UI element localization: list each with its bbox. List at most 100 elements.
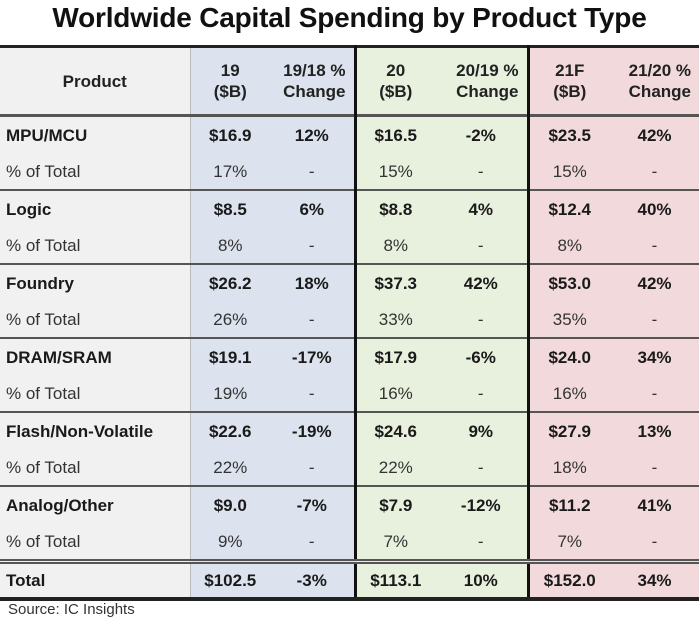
share-20: 22%: [353, 450, 435, 486]
value-21f: $12.4: [526, 190, 610, 228]
share-19: 9%: [189, 524, 270, 562]
table-row-total: Total $102.5 -3% $113.1 10% $152.0 34%: [0, 561, 699, 599]
header-row: Product 19 ($B) 19/18 % Change 20 ($B) 2…: [0, 46, 699, 116]
change-21-20: 42%: [610, 115, 699, 154]
value-19: $8.5: [189, 190, 270, 228]
share-19-dash: -: [270, 524, 355, 562]
header-19-18-change: 19/18 % Change: [270, 46, 355, 116]
change-19-18: -17%: [270, 338, 355, 376]
header-21-20-line1: 21/20 %: [628, 61, 691, 80]
share-21f: 15%: [526, 154, 610, 190]
header-20-line1: 20: [386, 61, 406, 80]
change-21-20: 40%: [610, 190, 699, 228]
table-row-product: Foundry $26.2 18% $37.3 42% $53.0 42%: [0, 264, 699, 302]
share-21-dash: -: [610, 376, 699, 412]
share-19-dash: -: [270, 450, 355, 486]
table-row-product: DRAM/SRAM $19.1 -17% $17.9 -6% $24.0 34%: [0, 338, 699, 376]
product-name: Analog/Other: [0, 486, 190, 524]
header-19-18-line2: Change: [283, 82, 346, 101]
share-19-dash: -: [270, 376, 355, 412]
change-20-19: 42%: [435, 264, 528, 302]
share-20: 8%: [353, 228, 435, 264]
share-19: 22%: [189, 450, 270, 486]
share-20: 7%: [353, 524, 435, 562]
product-name: MPU/MCU: [0, 115, 190, 154]
share-label: % of Total: [0, 228, 190, 264]
share-label: % of Total: [0, 524, 190, 562]
source-note: Source: IC Insights: [8, 601, 135, 618]
product-name: Flash/Non-Volatile: [0, 412, 190, 450]
total-20: $113.1: [353, 561, 435, 599]
value-20: $37.3: [353, 264, 435, 302]
share-21f: 16%: [526, 376, 610, 412]
header-20-line2: ($B): [379, 82, 413, 101]
value-19: $16.9: [189, 115, 270, 154]
page-title: Worldwide Capital Spending by Product Ty…: [52, 2, 647, 33]
share-label: % of Total: [0, 450, 190, 486]
value-19: $26.2: [189, 264, 270, 302]
header-product: Product: [0, 46, 190, 116]
value-20: $8.8: [353, 190, 435, 228]
share-21f: 7%: [526, 524, 610, 562]
header-19: 19 ($B): [189, 46, 270, 116]
value-19: $9.0: [189, 486, 270, 524]
table-row-product: Logic $8.5 6% $8.8 4% $12.4 40%: [0, 190, 699, 228]
product-name: Logic: [0, 190, 190, 228]
header-20-19-change: 20/19 % Change: [435, 46, 528, 116]
product-name: Foundry: [0, 264, 190, 302]
change-19-18: -19%: [270, 412, 355, 450]
table-row-product: MPU/MCU $16.9 12% $16.5 -2% $23.5 42%: [0, 115, 699, 154]
header-20-19-line2: Change: [456, 82, 519, 101]
share-19: 26%: [189, 302, 270, 338]
change-21-20: 41%: [610, 486, 699, 524]
total-21f: $152.0: [526, 561, 610, 599]
share-21f: 35%: [526, 302, 610, 338]
value-19: $19.1: [189, 338, 270, 376]
value-21f: $11.2: [526, 486, 610, 524]
share-20-dash: -: [435, 228, 528, 264]
total-change-19-18: -3%: [270, 561, 355, 599]
change-20-19: 4%: [435, 190, 528, 228]
header-21f-line2: ($B): [553, 82, 587, 101]
share-20-dash: -: [435, 450, 528, 486]
table-row-share: % of Total 26% -33% -35% -: [0, 302, 699, 338]
value-19: $22.6: [189, 412, 270, 450]
change-19-18: 6%: [270, 190, 355, 228]
header-21-20-line2: Change: [628, 82, 691, 101]
header-20: 20 ($B): [353, 46, 435, 116]
share-19-dash: -: [270, 154, 355, 190]
share-20: 16%: [353, 376, 435, 412]
share-21-dash: -: [610, 524, 699, 562]
share-label: % of Total: [0, 302, 190, 338]
table-row-product: Flash/Non-Volatile $22.6 -19% $24.6 9% $27.9 1…: [0, 412, 699, 450]
share-label: % of Total: [0, 376, 190, 412]
share-20: 33%: [353, 302, 435, 338]
change-21-20: 42%: [610, 264, 699, 302]
share-19: 17%: [189, 154, 270, 190]
value-20: $7.9: [353, 486, 435, 524]
table-row-share: % of Total 19% -16% -16% -: [0, 376, 699, 412]
total-change-20-19: 10%: [435, 561, 528, 599]
total-change-21-20: 34%: [610, 561, 699, 599]
change-20-19: 9%: [435, 412, 528, 450]
share-21-dash: -: [610, 154, 699, 190]
share-20: 15%: [353, 154, 435, 190]
share-19-dash: -: [270, 302, 355, 338]
change-19-18: 12%: [270, 115, 355, 154]
share-21-dash: -: [610, 302, 699, 338]
value-21f: $27.9: [526, 412, 610, 450]
change-21-20: 34%: [610, 338, 699, 376]
share-21f: 8%: [526, 228, 610, 264]
share-20-dash: -: [435, 376, 528, 412]
value-20: $17.9: [353, 338, 435, 376]
share-19: 19%: [189, 376, 270, 412]
change-20-19: -2%: [435, 115, 528, 154]
header-21-20-change: 21/20 % Change: [610, 46, 699, 116]
change-19-18: -7%: [270, 486, 355, 524]
header-19-line1: 19: [220, 61, 240, 80]
table-row-share: % of Total 8% -8% -8% -: [0, 228, 699, 264]
value-21f: $53.0: [526, 264, 610, 302]
header-21f-line1: 21F: [555, 61, 585, 80]
share-20-dash: -: [435, 524, 528, 562]
table-row-share: % of Total 22% -22% -18% -: [0, 450, 699, 486]
